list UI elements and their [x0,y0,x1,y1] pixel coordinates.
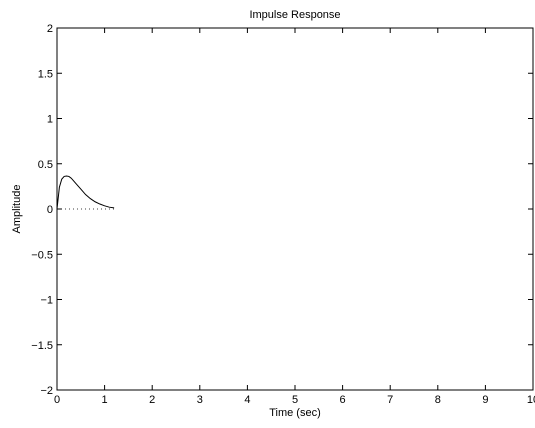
impulse-response-line [56,175,115,210]
x-tick-label: 2 [149,394,155,406]
y-axis-label: Amplitude [11,185,23,234]
x-axis-ticks: 0 1 2 3 4 5 6 7 8 9 10 [54,28,535,406]
x-tick-label: 1 [102,394,108,406]
plot-area [56,27,534,391]
y-tick-label: −0.5 [31,249,53,261]
x-tick-label: 0 [54,394,60,406]
chart-title: Impulse Response [249,9,340,21]
y-tick-label: 0 [47,204,53,216]
x-tick-label: 9 [482,394,488,406]
y-tick-label: −1 [40,295,53,307]
y-tick-label: 1 [47,114,53,126]
x-tick-label: 3 [197,394,203,406]
x-tick-label: 5 [292,394,298,406]
y-tick-label: −1.5 [31,340,53,352]
x-tick-label: 7 [387,394,393,406]
x-tick-label: 8 [435,394,441,406]
x-tick-label: 6 [340,394,346,406]
y-axis-ticks: −2 −1.5 −1 −0.5 0 0.5 1 1.5 2 [31,23,533,397]
y-tick-label: −2 [40,385,53,397]
y-tick-label: 2 [47,23,53,35]
x-tick-label: 10 [527,394,535,406]
y-tick-label: 0.5 [38,159,53,171]
y-tick-label: 1.5 [38,68,53,80]
series-layer [56,175,115,210]
x-tick-label: 4 [244,394,250,406]
x-axis-label: Time (sec) [269,407,321,419]
